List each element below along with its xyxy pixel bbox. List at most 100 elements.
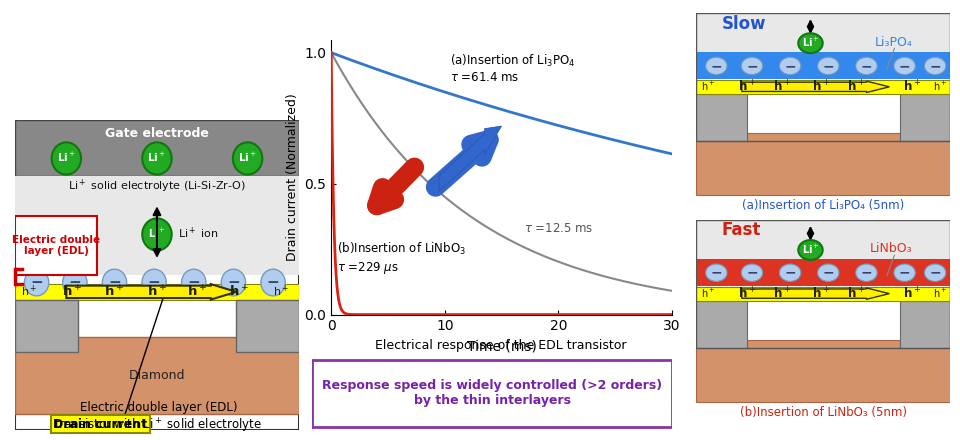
Bar — [696, 13, 950, 79]
Circle shape — [142, 218, 172, 251]
Text: Gate electrode: Gate electrode — [105, 127, 209, 140]
Text: −: − — [187, 275, 200, 290]
Circle shape — [924, 57, 946, 75]
Circle shape — [894, 57, 915, 75]
Circle shape — [818, 264, 839, 282]
Circle shape — [855, 57, 877, 75]
Bar — [696, 220, 950, 348]
Text: h$^+$: h$^+$ — [702, 287, 716, 300]
Bar — [236, 300, 299, 352]
Bar — [696, 94, 747, 141]
Text: h$^+$: h$^+$ — [702, 80, 716, 93]
Circle shape — [261, 269, 285, 296]
Bar — [15, 300, 78, 352]
Text: −: − — [823, 266, 834, 280]
Text: h$^+$: h$^+$ — [738, 286, 756, 301]
Text: h$^+$: h$^+$ — [933, 287, 948, 300]
Text: (a)Insertion of Li₃PO₄ (5nm): (a)Insertion of Li₃PO₄ (5nm) — [742, 199, 904, 212]
FancyArrow shape — [66, 284, 236, 300]
Bar — [15, 337, 299, 414]
Text: (b)Insertion of LiNbO$_3$
$\tau$ =229 $\mu$s: (b)Insertion of LiNbO$_3$ $\tau$ =229 $\… — [337, 241, 466, 275]
Text: Drain current: Drain current — [54, 418, 147, 431]
Circle shape — [52, 142, 81, 175]
Bar — [696, 259, 950, 286]
Circle shape — [855, 264, 877, 282]
Circle shape — [24, 269, 49, 296]
Text: −: − — [710, 266, 722, 280]
Text: h$^+$: h$^+$ — [774, 79, 792, 95]
X-axis label: Time (ms): Time (ms) — [467, 339, 537, 353]
Circle shape — [741, 264, 762, 282]
Text: −: − — [710, 59, 722, 73]
Circle shape — [924, 264, 946, 282]
Text: h$^+$: h$^+$ — [774, 286, 792, 301]
Bar — [15, 284, 299, 300]
Text: LiNbO₃: LiNbO₃ — [870, 242, 912, 256]
Text: (b)Insertion of LiNbO₃ (5nm): (b)Insertion of LiNbO₃ (5nm) — [740, 406, 906, 419]
Text: h$^+$: h$^+$ — [738, 79, 756, 95]
Text: Electric double layer (EDL)
transistor with Li$^+$ solid electrolyte: Electric double layer (EDL) transistor w… — [55, 401, 262, 435]
Bar — [696, 133, 950, 195]
Text: −: − — [860, 59, 873, 73]
Bar — [696, 52, 950, 79]
Bar — [696, 80, 950, 94]
Text: −: − — [784, 266, 796, 280]
Text: Li$^+$ solid electrolyte (Li-Si-Zr-O): Li$^+$ solid electrolyte (Li-Si-Zr-O) — [68, 178, 246, 195]
Circle shape — [780, 57, 801, 75]
Text: −: − — [784, 59, 796, 73]
FancyBboxPatch shape — [312, 360, 672, 427]
Text: h$^+$: h$^+$ — [903, 286, 922, 301]
Text: h$^+$: h$^+$ — [105, 284, 125, 300]
Text: Li$^+$ ion: Li$^+$ ion — [179, 226, 219, 241]
Bar — [15, 176, 299, 275]
Text: h$^+$: h$^+$ — [147, 284, 167, 300]
Text: Li$^+$: Li$^+$ — [238, 151, 257, 164]
FancyArrow shape — [742, 81, 889, 92]
Text: Fast: Fast — [722, 221, 761, 239]
Text: Diamond: Diamond — [129, 369, 185, 382]
Text: Li₃PO₄: Li₃PO₄ — [875, 36, 912, 49]
FancyBboxPatch shape — [15, 216, 98, 275]
Bar — [696, 340, 950, 402]
Circle shape — [62, 269, 87, 296]
Text: Li$^+$: Li$^+$ — [802, 243, 820, 256]
Circle shape — [799, 240, 823, 260]
Bar — [696, 220, 950, 286]
Bar — [696, 286, 950, 301]
Text: −: − — [899, 59, 910, 73]
Text: Li$^+$: Li$^+$ — [802, 36, 820, 49]
Text: −: − — [860, 266, 873, 280]
Text: h$^+$: h$^+$ — [229, 284, 250, 300]
Text: Li$^+$: Li$^+$ — [148, 151, 166, 164]
Text: h$^+$: h$^+$ — [811, 286, 829, 301]
Text: −: − — [228, 275, 240, 290]
Text: Li$^+$: Li$^+$ — [57, 151, 76, 164]
Text: Electric double
layer (EDL): Electric double layer (EDL) — [12, 235, 101, 256]
Text: Li$^+$: Li$^+$ — [148, 227, 166, 240]
Text: h$^+$: h$^+$ — [21, 284, 37, 300]
Text: −: − — [899, 266, 910, 280]
Text: h$^+$: h$^+$ — [903, 79, 922, 95]
Text: h$^+$: h$^+$ — [933, 80, 948, 93]
Text: (a)Insertion of Li$_3$PO$_4$
$\tau$ =61.4 ms: (a)Insertion of Li$_3$PO$_4$ $\tau$ =61.… — [450, 53, 576, 84]
Text: h$^+$: h$^+$ — [274, 284, 290, 300]
Circle shape — [181, 269, 206, 296]
Text: Electrical response of the EDL transistor: Electrical response of the EDL transisto… — [375, 339, 627, 352]
Circle shape — [706, 57, 727, 75]
Circle shape — [142, 269, 166, 296]
Text: −: − — [148, 275, 160, 290]
Circle shape — [142, 142, 172, 175]
Text: h$^+$: h$^+$ — [811, 79, 829, 95]
Bar — [900, 94, 950, 141]
Text: −: − — [929, 266, 941, 280]
Circle shape — [233, 142, 262, 175]
Circle shape — [780, 264, 801, 282]
Circle shape — [706, 264, 727, 282]
Text: Response speed is widely controlled (>2 orders)
by the thin interlayers: Response speed is widely controlled (>2 … — [322, 379, 662, 407]
Bar — [900, 301, 950, 348]
Text: h$^+$: h$^+$ — [62, 284, 82, 300]
Circle shape — [799, 33, 823, 53]
Text: −: − — [267, 275, 279, 290]
Y-axis label: Drain current (Normalized): Drain current (Normalized) — [286, 93, 299, 261]
Text: h$^+$: h$^+$ — [186, 284, 206, 300]
